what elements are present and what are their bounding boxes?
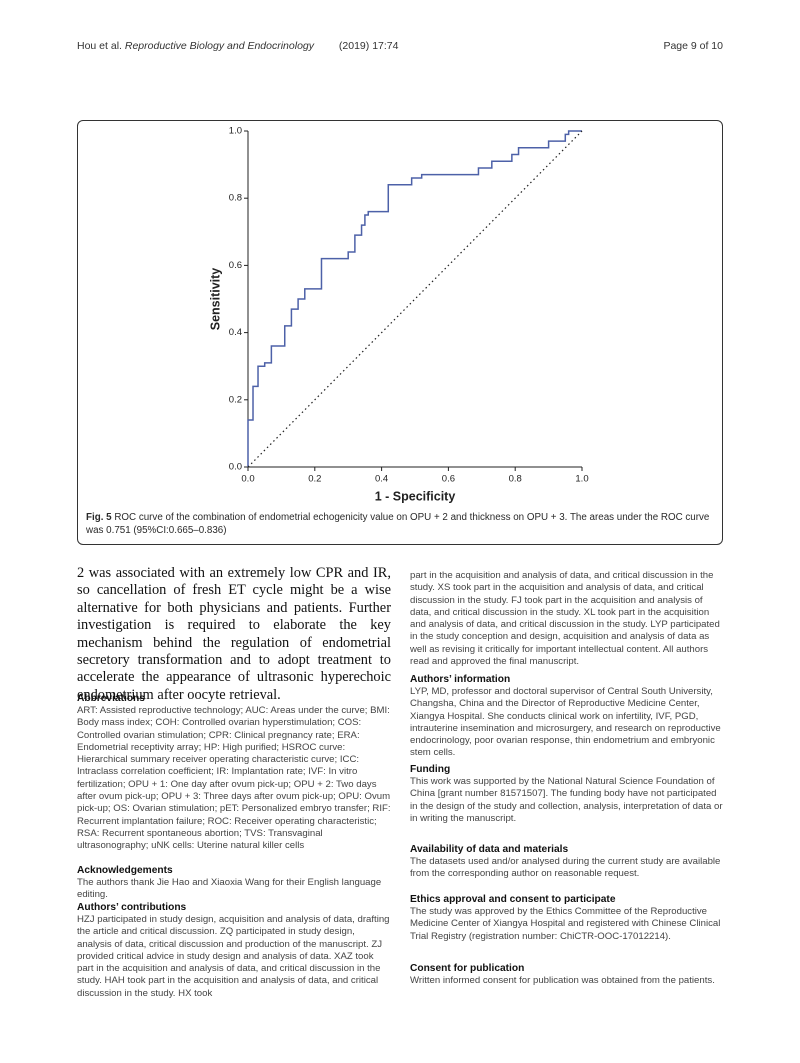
section-text: ART: Assisted reproductive technology; A… <box>77 705 391 852</box>
figure-label: Fig. 5 <box>86 512 112 523</box>
roc-curve <box>247 130 582 467</box>
x-tick-label: 0.4 <box>375 474 388 485</box>
section-text: LYP, MD, professor and doctoral supervis… <box>410 686 721 759</box>
section-text: HZJ participated in study design, acquis… <box>77 914 390 999</box>
header-journal: Reproductive Biology and Endocrinology <box>124 40 314 52</box>
x-tick-label: 0.6 <box>442 474 455 485</box>
section-heading: Ethics approval and consent to participa… <box>410 894 616 905</box>
x-tick-label: 0.2 <box>308 474 321 485</box>
section-heading: Acknowledgements <box>77 865 173 876</box>
x-tick-label: 0.0 <box>241 474 254 485</box>
y-tick-label: 0.8 <box>229 193 242 204</box>
y-tick-label: 0.2 <box>229 394 242 405</box>
x-axis-label: 1 - Specificity <box>375 489 456 503</box>
section-heading: Consent for publication <box>410 963 525 974</box>
y-tick-label: 0.4 <box>229 327 242 338</box>
y-tick-label: 0.0 <box>229 462 242 473</box>
figure-caption: Fig. 5 ROC curve of the combination of e… <box>86 512 716 537</box>
y-tick-label: 0.6 <box>229 260 242 271</box>
running-header: Hou et al. Reproductive Biology and Endo… <box>77 40 398 52</box>
section-text: The datasets used and/or analysed during… <box>410 856 721 880</box>
header-authors: Hou et al. <box>77 40 122 52</box>
section-text: Written informed consent for publication… <box>410 975 715 986</box>
section-heading: Availability of data and materials <box>410 844 569 855</box>
section-heading: Funding <box>410 764 451 775</box>
section-text: The authors thank Jie Hao and Xiaoxia Wa… <box>77 877 382 901</box>
y-tick-label: 1.0 <box>229 126 242 137</box>
section-text: This work was supported by the National … <box>410 776 723 824</box>
section-text: The study was approved by the Ethics Com… <box>410 906 721 942</box>
chart: 0.0 0.2 0.4 0.6 0.8 1.0 0.0 0.2 0.4 0.6 0.8 1.0 1 - … <box>208 126 588 504</box>
section-heading: Authors’ contributions <box>77 902 187 913</box>
header-citation: (2019) 17:74 <box>338 40 399 52</box>
y-axis-label: Sensitivity <box>208 268 222 331</box>
section-heading: Authors’ information <box>410 674 511 685</box>
caption-text: ROC curve of the combination of endometr… <box>86 512 710 536</box>
section-text: part in the acquisition and analysis of … <box>410 570 720 668</box>
x-tick-label: 1.0 <box>575 474 588 485</box>
page-number: Page 9 of 10 <box>663 40 723 52</box>
figure-box <box>77 120 723 545</box>
x-tick-label: 0.8 <box>509 474 522 485</box>
section-heading: Abbreviations <box>77 693 145 704</box>
body-paragraph: 2 was associated with an extremely low C… <box>77 565 391 703</box>
